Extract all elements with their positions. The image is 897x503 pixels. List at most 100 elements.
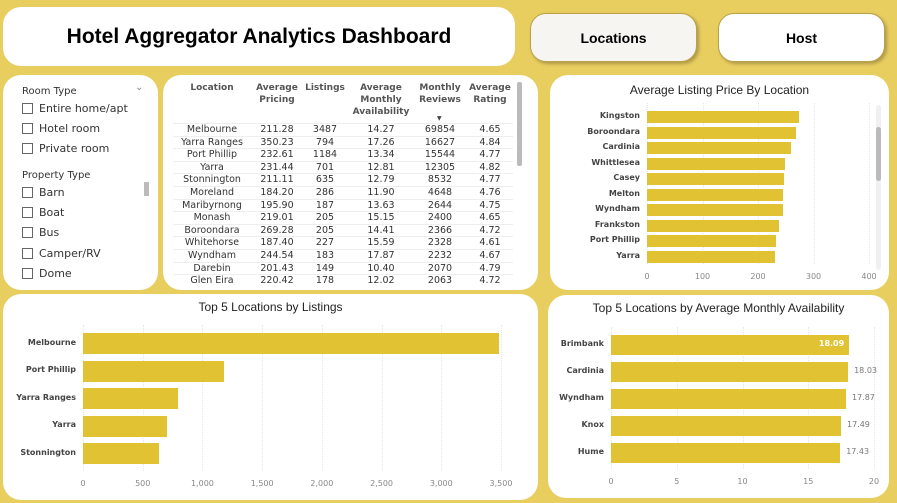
nav-locations-button[interactable]: Locations — [530, 13, 697, 62]
scrollbar[interactable] — [144, 182, 149, 196]
category-label: Casey — [613, 173, 640, 182]
checkbox[interactable] — [22, 248, 33, 259]
table-row[interactable]: Glen Eira 220.42 178 12.02 2063 4.72 — [173, 274, 513, 287]
sort-desc-icon: ▼ — [437, 115, 442, 122]
table-row[interactable]: Yarra Ranges 350.23 794 17.26 16627 4.84 — [173, 135, 513, 149]
property-type-option[interactable]: Camper/RV — [22, 247, 101, 260]
column-header[interactable]: Average Rating — [469, 83, 511, 105]
bar[interactable] — [647, 204, 783, 216]
column-header[interactable]: Monthly Reviews — [419, 83, 461, 105]
property-type-label: Property Type — [22, 170, 91, 181]
property-type-option[interactable]: Bus — [22, 226, 59, 239]
column-header[interactable]: Listings — [305, 83, 345, 93]
x-tick-label: 10 — [737, 477, 748, 486]
scrollbar-thumb[interactable] — [876, 127, 881, 181]
table-cell: Maribyrnong — [182, 199, 242, 211]
bar[interactable] — [647, 142, 792, 154]
chevron-down-icon[interactable]: ⌄ — [135, 82, 144, 93]
bar[interactable] — [83, 333, 500, 354]
bar[interactable] — [647, 157, 785, 170]
bar[interactable] — [611, 335, 849, 355]
table-row[interactable]: Wyndham 244.54 183 17.87 2232 4.67 — [173, 249, 513, 262]
gridline — [202, 325, 204, 471]
table-cell: 635 — [315, 174, 335, 186]
checkbox[interactable] — [22, 227, 33, 238]
room-type-option[interactable]: Hotel room — [22, 122, 100, 135]
bar[interactable] — [647, 126, 797, 139]
column-header[interactable]: Average Monthly Availability — [352, 83, 410, 117]
table-row[interactable]: Moreland 184.20 286 11.90 4648 4.76 — [173, 186, 513, 199]
property-type-option[interactable]: Dome — [22, 267, 72, 280]
scrollbar[interactable] — [517, 82, 522, 166]
bar[interactable] — [611, 416, 841, 436]
room-type-option[interactable]: Entire home/apt — [22, 102, 128, 115]
category-label: Port Phillip — [25, 365, 76, 374]
table-row[interactable]: Monash 219.01 205 15.15 2400 4.65 — [173, 211, 513, 224]
table-cell: 69854 — [424, 124, 456, 135]
data-label: 17.49 — [846, 420, 870, 429]
table-cell: 13.63 — [367, 199, 395, 211]
table-cell: 14.41 — [367, 224, 395, 236]
room-type-option[interactable]: Private room — [22, 142, 109, 155]
checkbox[interactable] — [22, 123, 33, 134]
checkbox[interactable] — [22, 268, 33, 279]
table-cell: 4.77 — [479, 174, 501, 186]
bar[interactable] — [611, 443, 841, 463]
table-cell: 1184 — [312, 149, 338, 161]
table-cell: Stonnington — [183, 174, 241, 186]
avg-price-chart: Average Listing Price By Location 0 100 200… — [550, 75, 889, 290]
table-cell: 14.27 — [367, 124, 395, 135]
bar[interactable] — [83, 360, 225, 382]
availability-chart: Top 5 Locations by Average Monthly Avail… — [548, 295, 889, 498]
table-row[interactable]: Port Phillip 232.61 1184 13.34 15544 4.77 — [173, 148, 513, 161]
gridline — [501, 325, 502, 471]
table-cell: 17.87 — [367, 250, 395, 261]
table-row[interactable]: Boroondara 269.28 205 14.41 2366 4.72 — [173, 223, 513, 237]
gridline — [874, 327, 875, 469]
property-type-option[interactable]: Barn — [22, 186, 65, 199]
bar[interactable] — [647, 250, 776, 263]
bar[interactable] — [83, 443, 159, 464]
bar[interactable] — [647, 235, 777, 247]
table-cell: 4.72 — [479, 275, 501, 287]
gridline — [262, 325, 264, 471]
bar[interactable] — [647, 173, 785, 185]
table-cell: Melbourne — [186, 124, 238, 135]
table-cell: 2070 — [427, 262, 453, 274]
column-header[interactable]: Average Pricing — [256, 83, 298, 105]
option-label: Bus — [39, 226, 60, 239]
bar[interactable] — [647, 111, 799, 123]
bar[interactable] — [83, 415, 167, 437]
table-row[interactable]: Maribyrnong 195.90 187 13.63 2644 4.75 — [173, 198, 513, 212]
table-row[interactable]: Stonnington 211.11 635 12.79 8532 4.77 — [173, 173, 513, 186]
bar[interactable] — [647, 188, 783, 201]
table-row[interactable]: Melbourne 211.28 3487 14.27 69854 4.65 — [173, 123, 513, 136]
table-cell: 794 — [315, 136, 335, 148]
table-cell: 15.59 — [367, 237, 395, 249]
table-row[interactable]: Darebin 201.43 149 10.40 2070 4.79 — [173, 261, 513, 275]
category-label: Knox — [581, 420, 604, 429]
gridline — [869, 103, 870, 264]
table-row[interactable]: Whitehorse 187.40 227 15.59 2328 4.61 — [173, 236, 513, 249]
x-tick-label: 1,000 — [190, 479, 214, 488]
category-label: Yarra — [52, 420, 76, 429]
option-label: Camper/RV — [39, 247, 101, 260]
bar[interactable] — [647, 219, 779, 232]
checkbox[interactable] — [22, 103, 33, 114]
x-tick-label: 5 — [674, 477, 680, 486]
bar[interactable] — [83, 388, 178, 409]
bar[interactable] — [611, 389, 846, 409]
checkbox[interactable] — [22, 187, 33, 198]
bar[interactable] — [611, 362, 849, 382]
property-type-option[interactable]: Boat — [22, 206, 64, 219]
table-row[interactable]: Yarra 231.44 701 12.81 12305 4.82 — [173, 160, 513, 174]
scrollbar-track[interactable] — [876, 105, 881, 270]
checkbox[interactable] — [22, 207, 33, 218]
nav-host-button[interactable]: Host — [718, 13, 885, 62]
category-label: Yarra — [616, 250, 640, 260]
table-cell: 12.02 — [367, 275, 395, 287]
checkbox[interactable] — [22, 143, 33, 154]
table-cell: 2328 — [427, 237, 453, 249]
table-cell: Yarra — [200, 161, 224, 173]
column-header[interactable]: Location — [190, 83, 234, 93]
